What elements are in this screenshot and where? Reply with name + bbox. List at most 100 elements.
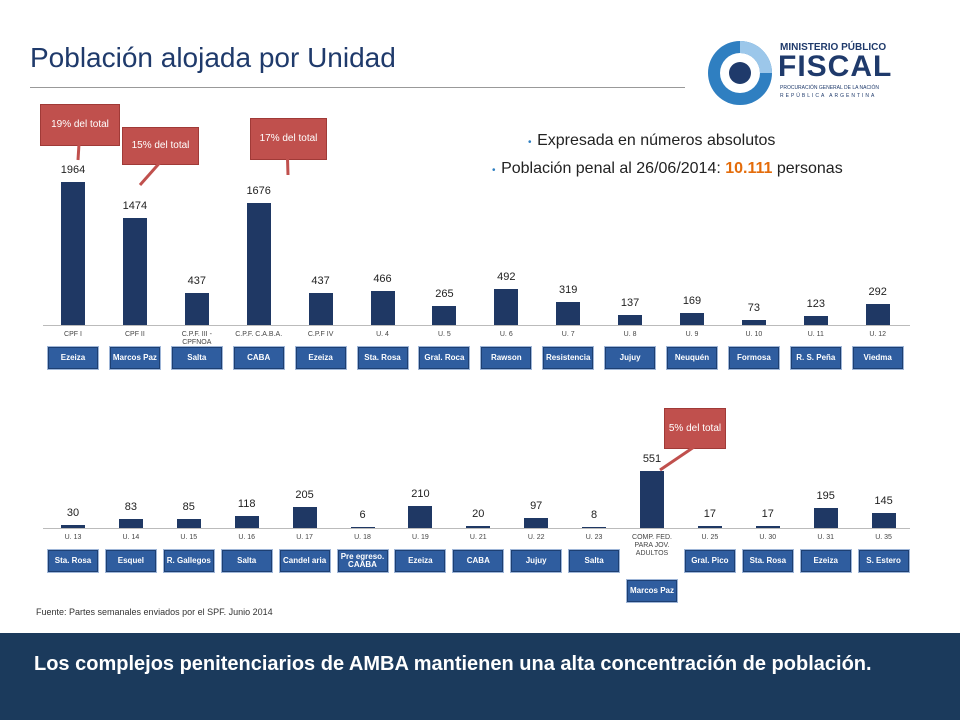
callout-line — [76, 143, 81, 161]
bar — [640, 471, 664, 528]
x-tick-label: U. 8 — [623, 331, 637, 338]
callout: 5% del total — [664, 408, 726, 449]
value-label: 492 — [497, 271, 516, 284]
x-tick-label: U. 21 — [469, 534, 487, 541]
bar — [432, 305, 457, 325]
location-tag: R. S. Peña — [789, 346, 842, 370]
x-tick-label: COMP. FED. PARA JOV. ADULTOS — [632, 534, 672, 557]
x-tick-label: U. 17 — [296, 534, 313, 541]
value-label: 73 — [747, 301, 761, 314]
location-tag: Jujuy — [604, 346, 657, 370]
value-label: 1676 — [246, 184, 271, 197]
value-label: 319 — [559, 283, 578, 296]
location-tag: Marcos Paz — [626, 579, 678, 603]
bar — [350, 527, 375, 528]
location-tag: Neuquén — [666, 346, 718, 370]
location-tag: S. Estero — [857, 549, 910, 573]
value-label: 8 — [591, 509, 598, 522]
bullet-text: Población penal al 26/06/2014: — [501, 160, 726, 177]
bar — [466, 525, 491, 528]
location-tag: CABA — [452, 549, 505, 573]
callout: 17% del total — [250, 118, 327, 160]
x-tick-label: U. 6 — [499, 331, 513, 338]
location-tag: Sta. Rosa — [47, 549, 99, 573]
x-tick-label: U. 35 — [875, 534, 892, 541]
location-tag: Sta. Rosa — [741, 549, 794, 573]
bullet: • Población penal al 26/06/2014: 10.111 … — [492, 160, 843, 177]
location-tag: Salta — [220, 549, 273, 573]
x-tick-label: U. 22 — [527, 534, 545, 541]
bullet-highlight: 10.111 — [725, 160, 773, 177]
bar — [494, 289, 519, 325]
callout-line — [138, 162, 161, 186]
bar — [741, 319, 766, 325]
value-label: 17 — [761, 508, 774, 521]
location-tag: Candel aria — [278, 549, 331, 573]
x-tick-label: U. 15 — [180, 534, 198, 541]
callout: 15% del total — [122, 127, 199, 165]
value-label: 265 — [435, 287, 454, 300]
location-tag: Rawson — [480, 346, 533, 370]
location-tag: Viedma — [851, 346, 904, 370]
location-tag: Resistencia — [542, 346, 595, 370]
value-label: 118 — [237, 497, 256, 510]
value-label: 195 — [816, 489, 835, 502]
source-note: Fuente: Partes semanales enviados por el… — [36, 607, 273, 617]
value-label: 83 — [124, 501, 138, 514]
x-tick-label: CPF I — [64, 331, 82, 338]
logo-text: MINISTERIO PÚBLICO — [780, 42, 887, 53]
x-axis — [43, 528, 910, 529]
title-rule — [30, 87, 685, 88]
location-tag: CABA — [232, 346, 285, 370]
value-label: 1474 — [122, 199, 148, 212]
location-tag: Salta — [568, 549, 621, 573]
bar — [176, 519, 201, 528]
value-label: 17 — [703, 508, 717, 521]
value-label: 466 — [373, 273, 392, 286]
bar — [408, 506, 433, 528]
bar — [308, 293, 333, 325]
location-tag: Sta. Rosa — [356, 346, 409, 370]
x-tick-label: C.P.F. C.A.B.A. — [235, 331, 283, 338]
logo-text: REPÚBLICA ARGENTINA — [780, 93, 877, 99]
location-tag: Esquel — [104, 549, 157, 573]
x-tick-label: U. 30 — [759, 534, 777, 541]
bar — [61, 182, 85, 325]
bullet: • Expresada en números absolutos — [528, 132, 776, 149]
bar — [871, 513, 896, 528]
value-label: 6 — [359, 509, 366, 522]
logo-emblem — [708, 41, 772, 105]
location-tag: Ezeiza — [394, 549, 447, 573]
location-tag: Pre egreso. CAABA — [336, 549, 389, 573]
x-tick-label: U. 23 — [585, 534, 603, 541]
value-label: 20 — [472, 507, 485, 520]
location-tag: Gral. Pico — [683, 549, 736, 573]
logo-text: FISCAL — [778, 50, 893, 83]
location-tag: Salta — [170, 346, 223, 370]
bar — [813, 507, 838, 528]
footer-banner: Los complejos penitenciarios de AMBA man… — [0, 633, 960, 720]
value-label: 97 — [530, 499, 543, 512]
x-tick-label: U. 7 — [561, 331, 575, 338]
bar — [370, 291, 395, 325]
x-tick-label: C.P.F. III - CPFNOA — [181, 331, 212, 346]
value-label: 292 — [868, 285, 887, 298]
slide-title: Población alojada por Unidad — [30, 42, 396, 73]
value-label: 551 — [642, 453, 662, 465]
value-label: 123 — [806, 298, 825, 311]
x-tick-label: U. 16 — [238, 534, 256, 541]
bar — [556, 301, 581, 325]
bar — [803, 316, 828, 325]
value-label: 437 — [187, 275, 206, 288]
bullet-text: Expresada en números absolutos — [537, 132, 776, 149]
bar — [122, 217, 147, 325]
bullet-text: personas — [772, 160, 843, 177]
x-tick-label: C.P.F IV — [307, 331, 334, 338]
value-label: 437 — [311, 275, 330, 288]
location-tag: R. Gallegos — [162, 549, 215, 573]
x-tick-label: U. 25 — [701, 534, 719, 541]
x-tick-label: U. 5 — [437, 331, 451, 338]
value-label: 145 — [874, 495, 893, 507]
location-tag: Ezeiza — [799, 549, 852, 573]
